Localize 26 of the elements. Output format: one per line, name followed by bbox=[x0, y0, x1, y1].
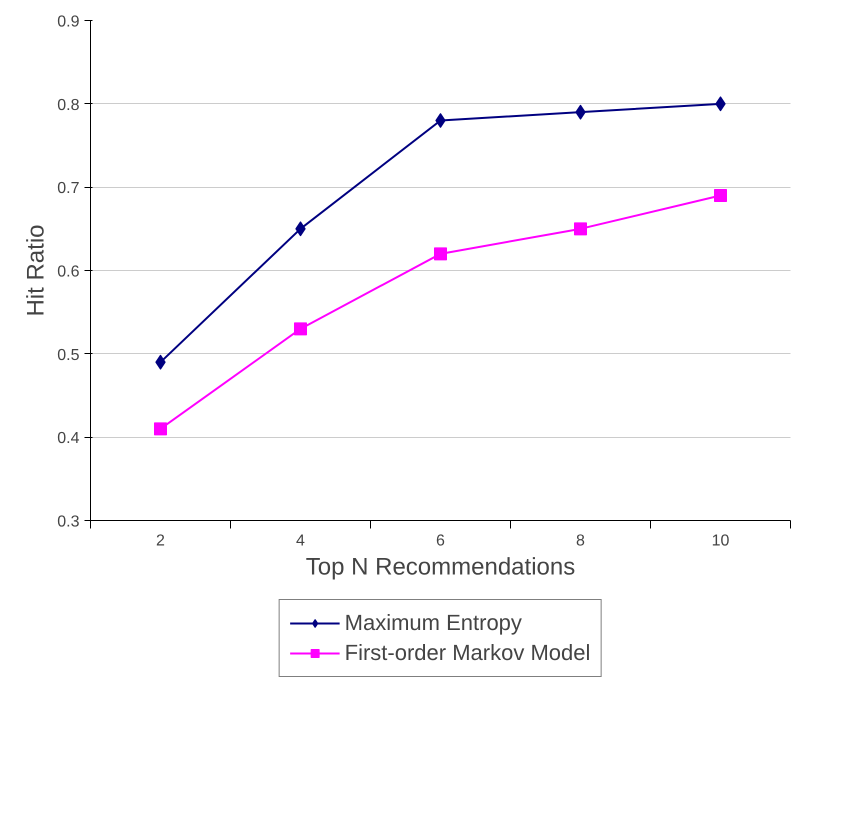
x-tick-label: 2 bbox=[156, 532, 166, 550]
x-axis-title: Top N Recommendations bbox=[306, 554, 576, 580]
y-tick-label: 0.4 bbox=[57, 430, 80, 448]
x-tick-label: 8 bbox=[576, 532, 586, 550]
y-axis-title: Hit Ratio bbox=[22, 224, 50, 317]
point bbox=[154, 422, 167, 436]
x-tick-label: 6 bbox=[436, 532, 446, 550]
point bbox=[434, 247, 447, 260]
point bbox=[155, 354, 166, 370]
point bbox=[714, 189, 727, 202]
point bbox=[575, 104, 586, 120]
x-tick-label: 10 bbox=[712, 532, 730, 550]
y-tick-label: 0.8 bbox=[57, 96, 80, 114]
y-tick-label: 0.6 bbox=[57, 264, 80, 280]
legend-label: First-order Markov Model bbox=[344, 640, 590, 666]
y-tick-label: 0.3 bbox=[57, 514, 80, 530]
point bbox=[435, 113, 446, 128]
y-tick-label: 0.9 bbox=[57, 14, 80, 30]
legend-label: Maximum Entropy bbox=[344, 610, 522, 636]
point bbox=[294, 322, 307, 336]
y-tick-label: 0.5 bbox=[57, 346, 80, 364]
point bbox=[715, 96, 726, 112]
y-tick-label: 0.7 bbox=[57, 180, 80, 198]
point bbox=[295, 221, 306, 236]
x-tick-label: 4 bbox=[296, 532, 306, 550]
point bbox=[574, 222, 587, 236]
